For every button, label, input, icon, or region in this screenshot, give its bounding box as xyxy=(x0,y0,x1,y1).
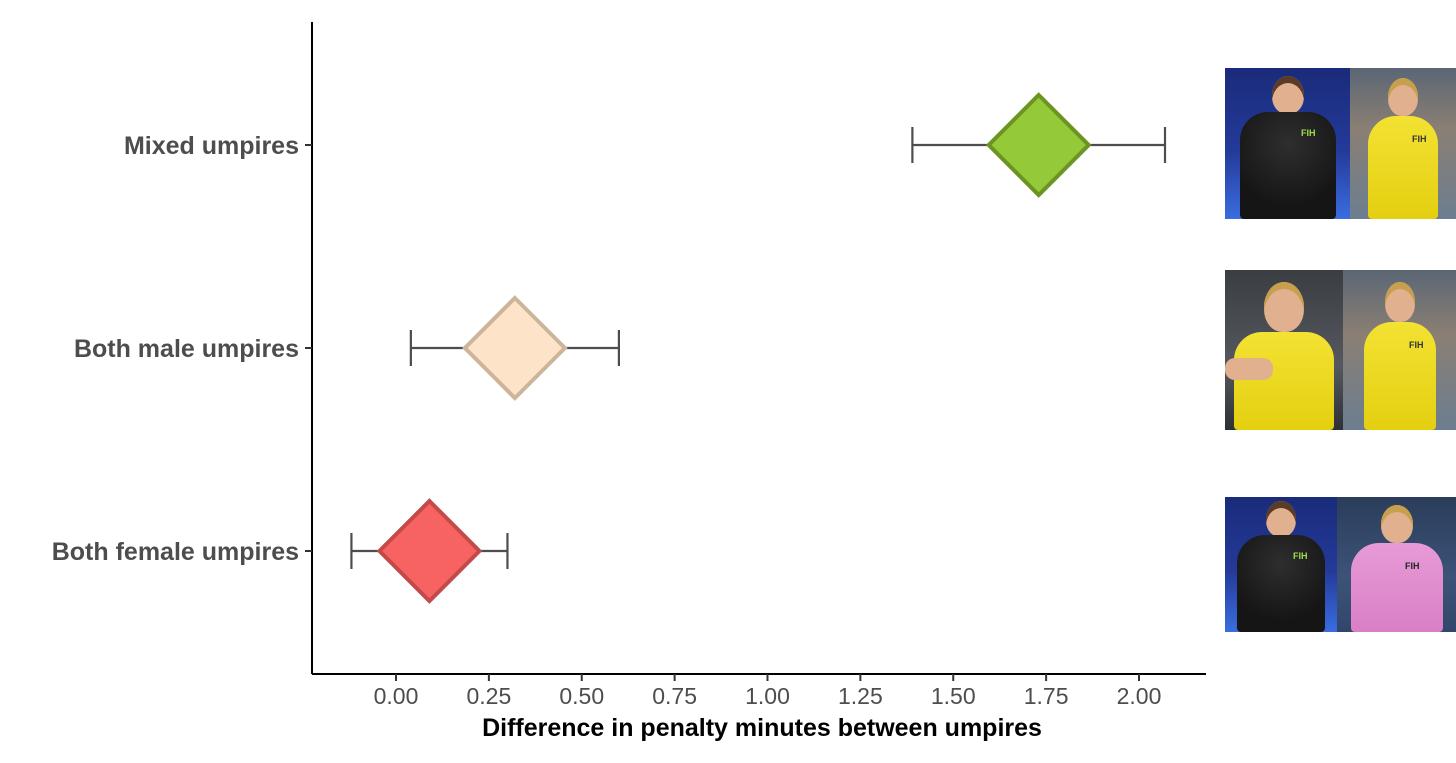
shirt-logo: FIH xyxy=(1409,340,1424,350)
x-tick-label: 0.50 xyxy=(559,683,604,709)
shirt-logo: FIH xyxy=(1412,134,1427,144)
photo-male-umpire-yellow: FIH xyxy=(1350,68,1456,219)
x-tick-label: 1.50 xyxy=(931,683,976,709)
shirt-logo: FIH xyxy=(1293,551,1308,561)
estimate-diamond xyxy=(462,295,568,401)
umpire-head xyxy=(1384,282,1415,322)
shirt-logo: FIH xyxy=(1301,128,1316,138)
x-axis-title: Difference in penalty minutes between um… xyxy=(482,714,1042,742)
photo-male-umpire-yellow-pointing xyxy=(1225,270,1343,430)
x-tick-label: 0.75 xyxy=(652,683,697,709)
estimate-diamond xyxy=(376,498,483,604)
y-category-label: Both female umpires xyxy=(52,538,299,566)
x-tick-label: 2.00 xyxy=(1117,683,1162,709)
umpire-head xyxy=(1380,505,1413,543)
x-tick-label: 1.75 xyxy=(1024,683,1069,709)
umpire-head xyxy=(1388,78,1418,116)
x-tick-label: 0.25 xyxy=(466,683,511,709)
umpire-shirt xyxy=(1239,112,1336,219)
x-tick-label: 1.25 xyxy=(838,683,883,709)
umpire-shirt xyxy=(1368,116,1438,219)
umpire-head xyxy=(1264,282,1304,332)
photo-male-umpire-yellow: FIH xyxy=(1343,270,1456,430)
photo-pair-female: FIH FIH xyxy=(1225,497,1456,632)
umpire-shirt xyxy=(1363,322,1436,430)
y-category-label: Mixed umpires xyxy=(124,132,299,160)
pointing-arm xyxy=(1225,358,1273,380)
photo-female-umpire-pink: FIH xyxy=(1337,497,1456,632)
photo-female-umpire-black: FIH xyxy=(1225,68,1350,219)
umpire-shirt xyxy=(1350,543,1443,632)
x-tick-label: 1.00 xyxy=(745,683,790,709)
umpire-shirt xyxy=(1237,535,1325,632)
photo-pair-mixed: FIH FIH xyxy=(1225,68,1456,219)
shirt-logo: FIH xyxy=(1405,561,1420,571)
x-tick-label: 0.00 xyxy=(374,683,419,709)
photo-pair-male: FIH xyxy=(1225,270,1456,430)
estimate-diamond xyxy=(985,92,1092,198)
photo-female-umpire-black: FIH xyxy=(1225,497,1337,632)
y-category-label: Both male umpires xyxy=(74,335,299,363)
umpire-head xyxy=(1266,501,1296,537)
umpire-head xyxy=(1271,76,1304,114)
umpire-shirt xyxy=(1234,332,1334,430)
